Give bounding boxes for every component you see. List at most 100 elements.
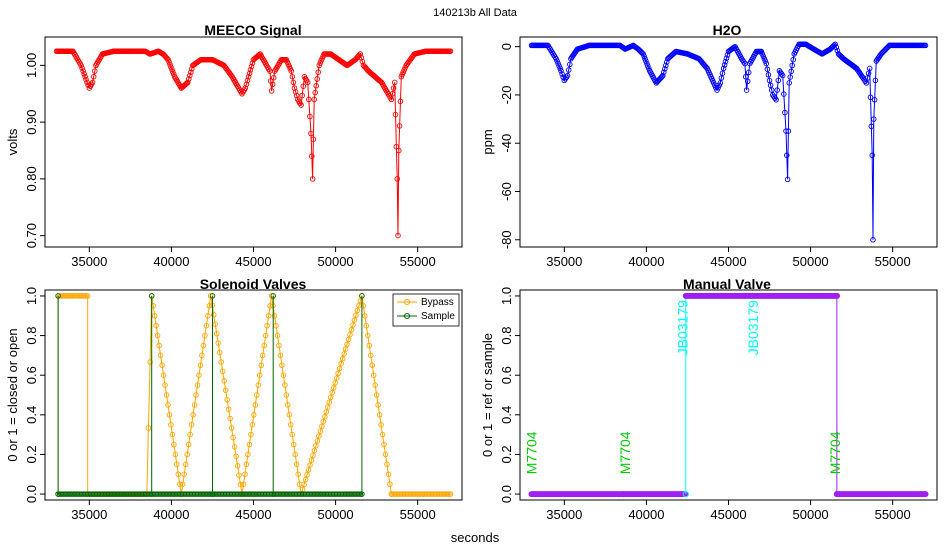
panel-title: MEECO Signal bbox=[204, 22, 301, 38]
data-point bbox=[191, 402, 198, 408]
data-point bbox=[291, 85, 298, 91]
x-tick-label: 45000 bbox=[235, 507, 271, 522]
data-point bbox=[302, 476, 309, 483]
data-point bbox=[79, 65, 85, 71]
data-point bbox=[243, 81, 250, 88]
data-point bbox=[205, 313, 211, 319]
data-point bbox=[313, 83, 319, 89]
data-point bbox=[393, 143, 400, 150]
y-tick-label: -60 bbox=[499, 182, 514, 201]
figure-xlabel: seconds bbox=[451, 530, 500, 545]
data-point bbox=[779, 72, 786, 79]
data-point bbox=[338, 360, 344, 367]
data-point bbox=[357, 298, 364, 304]
data-point bbox=[245, 73, 252, 80]
valve-annotation: M7704 bbox=[523, 431, 539, 474]
data-point bbox=[219, 368, 226, 375]
data-point bbox=[187, 431, 193, 438]
y-tick-label: 1.0 bbox=[24, 287, 39, 305]
data-point bbox=[319, 423, 325, 430]
y-tick-label: 0.80 bbox=[24, 166, 39, 191]
data-point bbox=[871, 97, 878, 103]
data-point bbox=[308, 457, 315, 463]
data-point bbox=[246, 441, 253, 448]
data-point bbox=[179, 481, 186, 487]
data-point bbox=[766, 77, 773, 84]
data-point bbox=[773, 97, 779, 103]
data-point bbox=[80, 68, 86, 74]
data-point bbox=[336, 365, 343, 372]
series-line-sample bbox=[57, 295, 363, 495]
data-point bbox=[285, 402, 291, 408]
data-point bbox=[305, 467, 312, 473]
data-point bbox=[55, 293, 61, 299]
data-point bbox=[258, 362, 264, 369]
axis-ticks: 35000 40000 45000 50000 55000 -80 -60 -40 -20 0 bbox=[499, 43, 911, 269]
data-point bbox=[203, 322, 210, 329]
data-point bbox=[641, 53, 647, 60]
y-tick-label: -80 bbox=[499, 230, 514, 249]
data-point bbox=[367, 352, 374, 359]
legend: Bypass Sample bbox=[392, 293, 460, 327]
y-tick-label: 0.8 bbox=[24, 327, 39, 345]
data-point bbox=[231, 444, 238, 450]
data-point bbox=[783, 128, 789, 134]
data-point bbox=[344, 341, 350, 348]
data-point bbox=[288, 68, 295, 74]
x-tick-label: 40000 bbox=[628, 507, 664, 522]
data-point bbox=[307, 113, 313, 120]
data-point bbox=[181, 471, 187, 477]
data-point bbox=[310, 136, 317, 142]
data-point bbox=[869, 152, 875, 159]
data-point bbox=[369, 362, 375, 369]
data-point bbox=[565, 67, 572, 73]
data-point bbox=[196, 372, 202, 378]
data-point bbox=[186, 76, 192, 82]
data-point bbox=[447, 48, 454, 54]
data-point bbox=[682, 491, 689, 498]
legend-bypass-label: Bypass bbox=[421, 297, 454, 308]
data-point bbox=[172, 451, 179, 458]
x-tick-label: 50000 bbox=[793, 507, 829, 522]
data-point bbox=[781, 91, 787, 97]
data-point bbox=[227, 415, 233, 422]
data-point bbox=[327, 394, 334, 401]
data-point bbox=[335, 370, 341, 377]
data-point bbox=[168, 421, 174, 428]
data-point bbox=[922, 42, 929, 49]
y-tick-label: 0.6 bbox=[24, 366, 39, 384]
data-point bbox=[375, 402, 381, 408]
data-point bbox=[157, 352, 164, 359]
data-point bbox=[156, 342, 162, 349]
data-point bbox=[342, 346, 349, 352]
data-point bbox=[175, 471, 182, 477]
data-point bbox=[763, 60, 770, 67]
x-tick-label: 55000 bbox=[400, 507, 436, 522]
data-point bbox=[299, 92, 305, 99]
data-point bbox=[762, 58, 769, 64]
data-point bbox=[282, 382, 288, 388]
data-point bbox=[268, 293, 275, 299]
data-point bbox=[558, 68, 564, 74]
plot-frame bbox=[519, 289, 938, 501]
data-point bbox=[240, 481, 247, 487]
data-point bbox=[345, 336, 352, 343]
data-point bbox=[312, 89, 318, 96]
data-point bbox=[354, 307, 361, 314]
data-point bbox=[249, 421, 256, 428]
data-point bbox=[169, 431, 176, 438]
y-tick-label: 0.2 bbox=[24, 445, 39, 463]
data-point bbox=[148, 293, 155, 299]
data-point bbox=[447, 491, 454, 497]
data-point bbox=[267, 303, 273, 309]
legend-sample-marker bbox=[404, 313, 410, 319]
data-point bbox=[833, 292, 840, 299]
data-point bbox=[394, 176, 400, 182]
data-point bbox=[660, 72, 666, 79]
legend-box bbox=[392, 293, 460, 327]
data-point bbox=[261, 342, 267, 349]
data-point bbox=[298, 102, 304, 108]
data-point bbox=[833, 44, 840, 51]
data-point bbox=[277, 352, 284, 359]
y-tick-label: -40 bbox=[499, 134, 514, 153]
